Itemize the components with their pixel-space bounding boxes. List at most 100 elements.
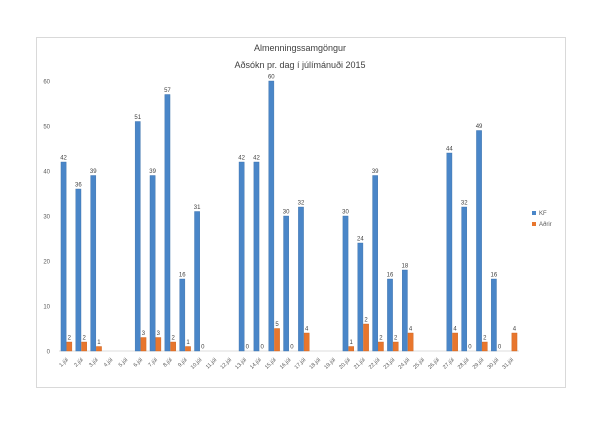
y-tick-label: 0: [47, 350, 51, 356]
bar-kf: [372, 175, 378, 352]
data-label: 4: [305, 327, 309, 333]
legend-label: Aðrir: [539, 221, 552, 228]
bar-adrir: [452, 332, 458, 352]
x-tick-label: 24.júl: [398, 357, 412, 371]
bar-adrir: [185, 346, 191, 352]
data-label: 4: [513, 327, 517, 333]
y-tick-label: 30: [43, 215, 50, 221]
bar-adrir: [348, 346, 355, 352]
bar-adrir: [481, 341, 488, 352]
x-axis: 1.júl 2.júl 3.júl 4.júl 5.júl 6.júl 7.júl 8.júl…: [58, 357, 515, 371]
data-label: 32: [298, 201, 305, 207]
bar-adrir: [170, 341, 176, 352]
data-label: 57: [164, 88, 171, 94]
bar-kf: [179, 278, 186, 352]
data-label: 0: [246, 345, 250, 351]
data-label: 0: [290, 345, 294, 351]
data-label: 3: [157, 331, 161, 337]
x-tick-label: 25.júl: [412, 357, 426, 371]
data-label: 44: [446, 147, 453, 153]
y-tick-label: 10: [43, 305, 50, 311]
x-tick-label: 12.júl: [220, 357, 234, 371]
bar-kf: [446, 152, 453, 352]
data-label: 2: [68, 336, 72, 342]
chart-title: Almenningssamgöngur: [254, 43, 346, 53]
bar-kf: [268, 80, 275, 352]
bar-adrir: [407, 332, 414, 352]
legend: KF Aðrir: [532, 211, 552, 228]
x-tick-label: 10.júl: [190, 357, 204, 371]
data-label: 0: [201, 345, 205, 351]
bar-kf: [283, 215, 289, 352]
data-label: 42: [253, 156, 260, 162]
data-label: 2: [394, 336, 398, 342]
y-tick-label: 40: [43, 170, 50, 176]
data-label: 4: [409, 327, 413, 333]
bar-kf: [357, 242, 364, 352]
x-tick-label: 11.júl: [205, 357, 218, 370]
legend-swatch: [532, 222, 536, 226]
data-label: 60: [268, 75, 275, 81]
x-tick-label: 13.júl: [234, 357, 248, 371]
data-label: 1: [186, 340, 190, 346]
bar-adrir: [66, 341, 73, 352]
data-label: 3: [142, 331, 146, 337]
bar-adrir: [363, 323, 369, 352]
data-label: 1: [97, 340, 101, 346]
bar-kf: [134, 121, 141, 352]
x-tick-label: 17.júl: [294, 357, 308, 371]
data-label: 0: [468, 345, 472, 351]
data-label: 2: [171, 336, 175, 342]
bar-kf: [194, 211, 200, 352]
bar-kf: [461, 206, 468, 352]
x-tick-label: 5.júl: [118, 357, 129, 368]
data-label: 5: [275, 322, 279, 328]
data-label: 39: [372, 169, 379, 175]
bar-kf: [149, 175, 156, 352]
x-tick-label: 18.júl: [309, 357, 323, 371]
data-label: 16: [387, 273, 394, 279]
y-tick-label: 20: [43, 260, 50, 266]
x-tick-label: 8.júl: [162, 357, 173, 368]
x-tick-label: 16.júl: [279, 357, 293, 371]
data-label: 30: [342, 210, 349, 216]
bar-adrir: [81, 341, 87, 352]
bar-adrir: [96, 346, 102, 352]
bar-kf: [387, 278, 393, 352]
bar-adrir: [303, 332, 310, 352]
data-label: 2: [483, 336, 487, 342]
bar-kf: [491, 278, 497, 352]
data-label: 2: [364, 318, 368, 324]
data-label: 16: [491, 273, 498, 279]
x-tick-label: 14.júl: [249, 357, 263, 371]
data-label: 30: [283, 210, 290, 216]
bar-kf: [238, 161, 245, 352]
bar-adrir: [392, 341, 399, 352]
bar-adrir: [140, 337, 147, 352]
x-tick-label: 1.júl: [58, 357, 69, 368]
data-label: 2: [379, 336, 383, 342]
x-tick-label: 4.júl: [103, 357, 114, 368]
x-tick-label: 29.júl: [472, 357, 486, 371]
data-label: 39: [90, 169, 97, 175]
data-label: 24: [357, 237, 364, 243]
legend-label: KF: [539, 211, 547, 217]
data-label: 32: [461, 201, 468, 207]
bar-kf: [60, 161, 67, 352]
x-tick-label: 7.júl: [147, 357, 158, 368]
chart-subtitle: Aðsókn pr. dag í júlímánuði 2015: [234, 60, 365, 70]
x-tick-label: 27.júl: [442, 357, 456, 371]
x-tick-label: 21.júl: [353, 357, 367, 371]
bar-kf: [342, 215, 349, 352]
bar-adrir: [274, 328, 280, 352]
bar-kf: [298, 206, 304, 352]
x-tick-label: 15.júl: [264, 357, 278, 371]
data-label: 0: [261, 345, 265, 351]
data-label: 42: [238, 156, 245, 162]
bar-kf: [402, 269, 408, 352]
data-label: 1: [350, 340, 354, 346]
x-tick-label: 9.júl: [177, 357, 188, 368]
legend-swatch: [532, 211, 536, 215]
